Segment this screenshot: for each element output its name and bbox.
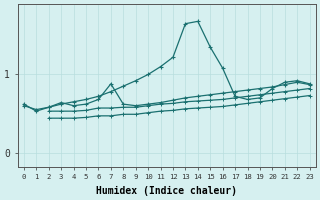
X-axis label: Humidex (Indice chaleur): Humidex (Indice chaleur): [96, 186, 237, 196]
